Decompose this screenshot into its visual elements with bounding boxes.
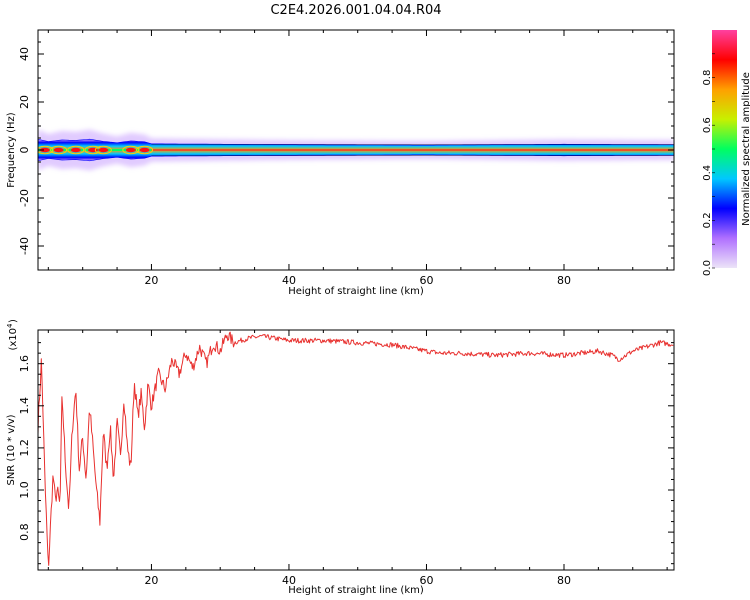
x-tick-label: 40 bbox=[282, 574, 296, 587]
x-tick-label: 80 bbox=[557, 274, 571, 287]
colorbar-gradient bbox=[712, 30, 737, 268]
y-axis-label: SNR (10 * v/v) bbox=[6, 414, 17, 485]
hot-spot-ring bbox=[67, 145, 85, 155]
scale-factor-exponent: 4 bbox=[6, 323, 14, 328]
hot-spot bbox=[125, 147, 136, 153]
x-tick-label: 60 bbox=[419, 274, 433, 287]
y-tick-label: 20 bbox=[18, 95, 31, 109]
snr-panel: 20 40 60 80 0.8 1.0 1.2 1.4 1.6 Height of straigh… bbox=[6, 319, 675, 596]
spectrogram-content bbox=[38, 129, 674, 171]
colorbar-tick-label: 0.2 bbox=[702, 212, 713, 228]
x-axis-label: Height of straight line (km) bbox=[288, 585, 424, 596]
plot-frame bbox=[37, 329, 675, 571]
y-tick-label: -40 bbox=[18, 237, 31, 255]
scale-factor-base: (x10 bbox=[8, 328, 19, 351]
y-tick-label: 0 bbox=[18, 147, 31, 154]
y-tick-label: 1.4 bbox=[18, 397, 31, 415]
snr-series bbox=[38, 331, 674, 566]
hot-spot-ring bbox=[122, 145, 140, 155]
hot-spot bbox=[98, 147, 109, 153]
x-tick-label: 20 bbox=[144, 574, 158, 587]
hot-spot-ring bbox=[38, 145, 54, 155]
hot-spot bbox=[139, 147, 150, 153]
x-axis-label: Height of straight line (km) bbox=[288, 286, 424, 297]
y-axis-label: Frequency (Hz) bbox=[6, 112, 17, 188]
hot-spot bbox=[70, 147, 81, 153]
hot-spot-ring bbox=[50, 145, 68, 155]
x-tick-label: 60 bbox=[419, 574, 433, 587]
colorbar-tick-label: 0.4 bbox=[702, 165, 713, 181]
figure-title: C2E4.2026.001.04.04.R04 bbox=[270, 3, 441, 18]
plot-background bbox=[38, 330, 674, 570]
x-tick-label: 40 bbox=[282, 274, 296, 287]
colorbar-tick-label: 0.0 bbox=[702, 260, 713, 276]
colorbar-tick-label: 0.8 bbox=[702, 70, 713, 86]
hot-spot bbox=[53, 147, 64, 153]
x-tick-label: 20 bbox=[144, 274, 158, 287]
colorbar-panel: 0.0 0.2 0.4 0.6 0.8 Normalized spectral ampli… bbox=[702, 30, 750, 276]
y-tick-label: 0.8 bbox=[18, 523, 31, 541]
colorbar-tick-label: 0.6 bbox=[702, 117, 713, 133]
y-tick-label: 1.2 bbox=[18, 439, 31, 457]
y-tick-label: 1.6 bbox=[18, 355, 31, 373]
scale-factor-close: ) bbox=[8, 319, 19, 323]
y-tick-label: 40 bbox=[18, 47, 31, 61]
hot-spot bbox=[39, 147, 50, 153]
colorbar-label: Normalized spectral amplitude bbox=[741, 72, 750, 226]
hot-spot-ring bbox=[94, 145, 112, 155]
y-tick-label: -20 bbox=[18, 189, 31, 207]
hot-spot-ring bbox=[136, 145, 154, 155]
x-tick-label: 80 bbox=[557, 574, 571, 587]
snr-line bbox=[38, 331, 674, 566]
y-tick-label: 1.0 bbox=[18, 481, 31, 499]
